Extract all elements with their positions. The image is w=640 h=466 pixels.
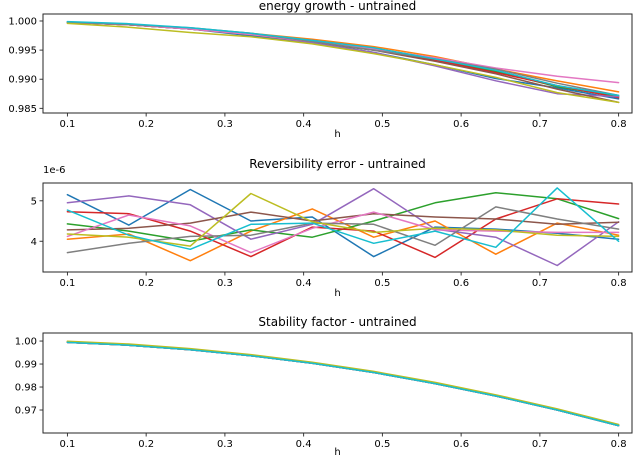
series-line-purple [66, 21, 620, 98]
x-tick-label: 0.1 [59, 278, 75, 289]
y-tick-label: 0.98 [15, 383, 37, 394]
x-tick-label: 0.2 [138, 278, 154, 289]
y-tick-label: 0.97 [15, 406, 37, 417]
y-tick-label: 4 [31, 237, 37, 248]
series-line-gray [66, 341, 620, 427]
series-line-green [66, 341, 620, 427]
series-line-red [66, 198, 620, 259]
axes-spines [42, 182, 633, 273]
plot-title-stability-factor: Stability factor - untrained [258, 315, 417, 329]
series-line-cyan [66, 20, 620, 97]
x-tick-label: 0.4 [296, 439, 312, 450]
x-tick-label: 0.7 [532, 439, 548, 450]
series-line-pink [66, 21, 620, 84]
x-tick-label: 0.1 [59, 439, 75, 450]
plot-title-energy-growth: energy growth - untrained [258, 0, 417, 13]
series-line-red [66, 21, 620, 99]
x-tick-label: 0.2 [138, 439, 154, 450]
series-line-pink [66, 211, 620, 254]
x-tick-label: 0.1 [59, 119, 75, 130]
x-tick-label: 0.8 [611, 119, 627, 130]
y-tick-label: 0.985 [8, 104, 37, 115]
series-line-green [66, 21, 620, 98]
y-tick-label: 1.000 [8, 16, 37, 27]
series-line-blue [66, 341, 620, 427]
x-tick-label: 0.7 [532, 119, 548, 130]
series-line-gray [66, 206, 620, 254]
x-axis-label-energy-growth: h [334, 129, 341, 140]
y-tick-label: 0.995 [8, 46, 37, 57]
x-tick-label: 0.6 [453, 278, 469, 289]
series-line-cyan [66, 187, 620, 251]
x-tick-label: 0.6 [453, 439, 469, 450]
series-line-red [66, 341, 620, 427]
x-tick-label: 0.3 [217, 119, 233, 130]
series-line-orange [66, 341, 620, 427]
x-tick-label: 0.7 [532, 278, 548, 289]
x-tick-label: 0.6 [453, 119, 469, 130]
series-line-olive [66, 340, 620, 426]
series-line-purple [66, 341, 620, 427]
x-tick-label: 0.8 [611, 278, 627, 289]
x-axis-label-stability-factor: h [334, 447, 341, 458]
x-tick-label: 0.2 [138, 119, 154, 130]
x-axis-label-reversibility-error: h [334, 288, 341, 299]
y-tick-label: 0.99 [15, 360, 37, 371]
series-line-pink [66, 341, 620, 427]
x-tick-label: 0.5 [374, 119, 390, 130]
x-tick-label: 0.3 [217, 278, 233, 289]
x-tick-label: 0.5 [374, 439, 390, 450]
axes-spines [42, 13, 633, 114]
x-tick-label: 0.4 [296, 119, 312, 130]
axes-spines [42, 332, 633, 434]
series-line-cyan [66, 341, 620, 427]
x-tick-label: 0.4 [296, 278, 312, 289]
y-axis-offset-label: 1e-6 [43, 165, 66, 176]
series-line-brown [66, 340, 620, 426]
y-tick-label: 0.990 [8, 75, 37, 86]
y-tick-label: 5 [31, 196, 37, 207]
x-tick-label: 0.8 [611, 439, 627, 450]
plot-title-reversibility-error: Reversibility error - untrained [249, 157, 426, 171]
series-line-brown [66, 211, 620, 231]
series-line-brown [66, 21, 620, 104]
series-line-purple [66, 187, 620, 267]
x-tick-label: 0.3 [217, 439, 233, 450]
y-tick-label: 1.00 [15, 337, 37, 348]
series-line-olive [66, 22, 620, 104]
x-tick-label: 0.5 [374, 278, 390, 289]
